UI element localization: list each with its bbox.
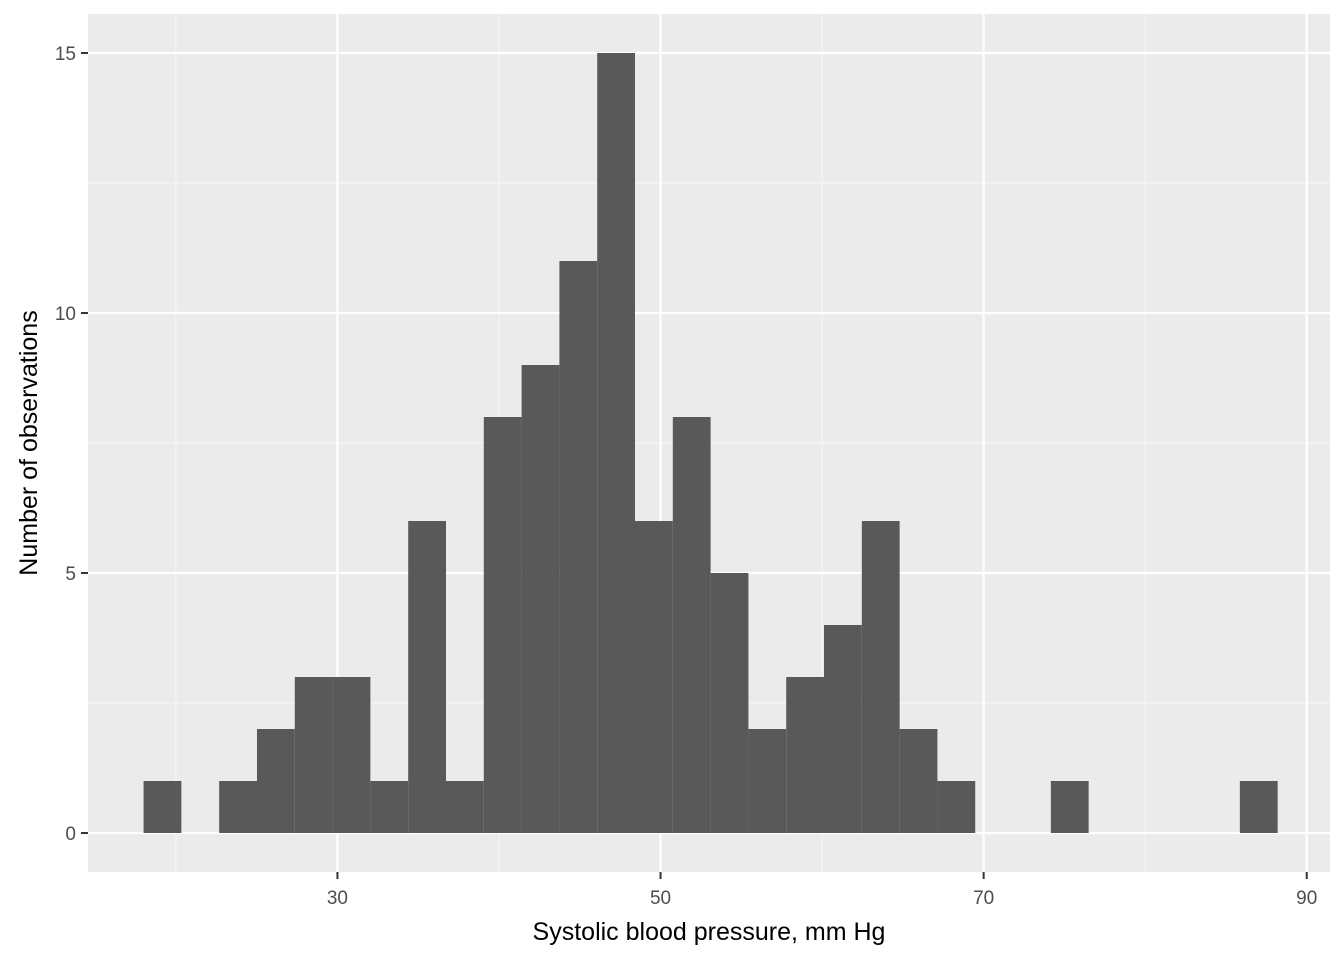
- histogram-bar: [408, 521, 446, 833]
- histogram-bar: [1050, 781, 1089, 833]
- histogram-bar: [748, 729, 787, 833]
- x-axis-title: Systolic blood pressure, mm Hg: [533, 918, 886, 946]
- histogram-bar: [786, 677, 825, 833]
- histogram-bar: [256, 729, 295, 833]
- histogram-bar: [219, 781, 257, 833]
- y-axis-ticks: 0 5 10 15: [55, 44, 88, 845]
- histogram-bar: [483, 417, 522, 833]
- x-tick-label: 50: [650, 888, 671, 909]
- y-tick-label: 10: [55, 304, 76, 325]
- histogram-bar: [445, 781, 484, 833]
- histogram-bar: [635, 521, 673, 833]
- y-tick-label: 5: [65, 564, 76, 585]
- y-axis-title: Number of observations: [15, 310, 43, 575]
- histogram-bar: [899, 729, 938, 833]
- x-tick-label: 90: [1296, 888, 1317, 909]
- y-tick-label: 0: [65, 824, 76, 845]
- histogram-bar: [597, 53, 636, 833]
- histogram-bar: [332, 677, 371, 833]
- histogram-bar: [937, 781, 976, 833]
- histogram-bar: [143, 781, 182, 833]
- histogram-bar: [710, 573, 749, 833]
- histogram-bars: [143, 53, 1278, 833]
- histogram-bar: [559, 261, 598, 833]
- histogram-bar: [1239, 781, 1278, 833]
- histogram-bar: [672, 417, 711, 833]
- y-tick-label: 15: [55, 44, 76, 65]
- histogram-bar: [861, 521, 900, 833]
- histogram-bar: [824, 625, 862, 833]
- x-tick-label: 70: [973, 888, 994, 909]
- x-tick-label: 30: [327, 888, 348, 909]
- x-axis-ticks: 30 50 70 90: [327, 872, 1317, 909]
- histogram-bar: [521, 365, 560, 833]
- histogram-bar: [370, 781, 409, 833]
- major-gridlines: [88, 14, 1330, 872]
- histogram-bar: [294, 677, 333, 833]
